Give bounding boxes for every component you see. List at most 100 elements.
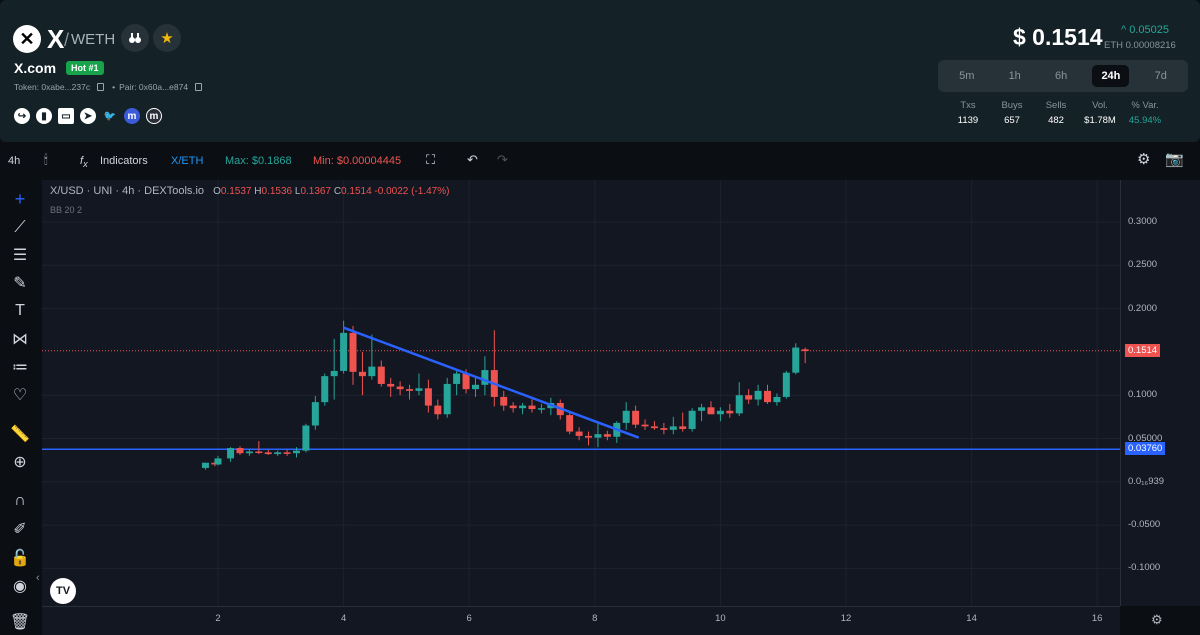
y-tick-label: -0.0500	[1128, 519, 1161, 531]
x-tick-label: 8	[592, 613, 598, 624]
candle-body	[782, 372, 790, 397]
chart-legend: X/USD · UNI · 4h · DEXTools.io O0.1537 H…	[50, 185, 449, 197]
pattern-tool-icon[interactable]: ⋈	[12, 331, 28, 348]
candle-body	[764, 390, 771, 403]
copy-icon[interactable]	[195, 83, 203, 91]
x-tick-label: 2	[215, 613, 221, 624]
candle-body	[283, 452, 291, 454]
tf-5m[interactable]: 5m	[959, 70, 975, 82]
settings-gear-icon[interactable]: ⚙	[1137, 151, 1151, 168]
tf-1h[interactable]: 1h	[1008, 70, 1021, 82]
stat-variation: % Var. 45.94%	[1128, 100, 1162, 126]
twitter-icon[interactable]: 🐦	[103, 110, 117, 122]
pair-toggle[interactable]: X/ETH	[171, 155, 204, 167]
candle-body	[585, 435, 593, 438]
text-tool-icon[interactable]: T	[15, 302, 25, 319]
forecast-tool-icon[interactable]: ≔	[12, 359, 28, 376]
bollinger-indicator-label[interactable]: BB 20 2	[50, 205, 83, 215]
heart-icon[interactable]: ♡	[12, 387, 28, 404]
undo-icon[interactable]: ↶	[467, 152, 478, 167]
candle-body	[358, 371, 366, 377]
coinmarketcap-icon[interactable]: m	[124, 108, 140, 124]
candle-body	[340, 332, 348, 371]
coingecko-icon[interactable]: m	[146, 108, 162, 124]
magnet-icon[interactable]: ∩	[14, 492, 26, 509]
x-tick-label: 16	[1091, 613, 1103, 624]
candle-body	[792, 347, 800, 373]
candle-body	[311, 402, 319, 426]
stat-buys: Buys 657	[1001, 100, 1023, 126]
eth-price: ETH 0.00008216	[1104, 40, 1176, 51]
trendline-tool-icon[interactable]: ⟋	[14, 219, 26, 236]
token-address: Token: 0xabe...237c	[14, 82, 91, 92]
copy-icon[interactable]	[97, 83, 105, 91]
candle-body	[264, 452, 272, 455]
candle-body	[735, 395, 743, 414]
candle-body	[293, 450, 300, 454]
interval-selector[interactable]: 4h	[8, 155, 21, 167]
share-icon[interactable]: ↪	[14, 108, 30, 124]
chart-title: X/USD · UNI · 4h · DEXTools.io	[50, 185, 205, 197]
pair-address: Pair: 0x60a...e874	[119, 82, 189, 92]
timeframe-selector: 5m 1h 6h 24h 7d	[938, 60, 1188, 92]
tf-7d[interactable]: 7d	[1154, 70, 1167, 82]
collapse-chevron-icon[interactable]: ‹	[36, 572, 40, 584]
candle-body	[537, 408, 545, 410]
telegram-icon[interactable]: ➤	[80, 108, 96, 124]
tf-24h[interactable]: 24h	[1092, 65, 1130, 87]
y-tick-label: 0.2000	[1128, 302, 1158, 314]
price-chart[interactable]: TV ‹	[36, 180, 1120, 606]
price-axis[interactable]: 0.3000 0.2500 0.2000 0.1000 0.05000 0.0₁₆939 -…	[1120, 180, 1200, 606]
candle-body	[594, 434, 602, 438]
min-price: Min: $0.00004445	[313, 155, 402, 167]
lock-icon[interactable]: 🔓	[10, 550, 30, 567]
y-tick-label: 0.1000	[1128, 389, 1158, 401]
fx-icon: fx	[80, 155, 88, 170]
stats-row: Txs 1139 Buys 657 Sells 482 Vol. $1.78M % Va…	[946, 100, 1168, 126]
redo-icon[interactable]: ↷	[497, 152, 508, 167]
candle-body	[462, 373, 470, 390]
candlestick-chart-svg[interactable]	[42, 180, 1120, 606]
candle-body	[509, 405, 517, 409]
candle-body	[443, 383, 451, 415]
candle-body	[726, 410, 734, 414]
ruler-icon[interactable]: 📏	[10, 426, 30, 443]
y-tick-label: 0.3000	[1128, 216, 1158, 227]
crosshair-icon[interactable]: +	[14, 188, 26, 209]
candle-type-icon[interactable]: 🕯	[44, 152, 48, 167]
horizontal-lines-icon[interactable]: ☰	[12, 247, 28, 264]
y-tick-label: 0.0₁₆939	[1128, 475, 1165, 487]
candle-body	[679, 426, 687, 429]
favorite-button[interactable]: ★	[153, 24, 181, 52]
binoculars-button[interactable]	[121, 24, 149, 52]
brush-icon[interactable]: ✎	[13, 275, 27, 292]
y-tick-label: -0.1000	[1128, 562, 1161, 574]
stay-drawing-icon[interactable]: ✐	[13, 521, 27, 538]
trash-icon[interactable]: 🗑	[9, 614, 31, 631]
hot-badge: Hot #1	[66, 61, 104, 75]
dot-separator: •	[112, 82, 116, 92]
candle-body	[641, 424, 649, 427]
candle-body	[650, 426, 658, 429]
star-icon: ★	[160, 30, 174, 47]
social-links: ↪ ▮ ▭ ➤ 🐦 m m	[14, 108, 162, 124]
binoculars-icon	[129, 33, 141, 43]
chart-icon[interactable]: ▮	[36, 108, 52, 124]
tf-6h[interactable]: 6h	[1055, 70, 1068, 82]
candle-body	[434, 405, 442, 415]
fullscreen-icon[interactable]: ⛶	[426, 152, 436, 167]
stat-sells: Sells 482	[1045, 100, 1067, 126]
max-price: Max: $0.1868	[225, 155, 292, 167]
candle-body	[406, 389, 414, 391]
website-icon[interactable]: ▭	[58, 108, 74, 124]
tradingview-logo-icon[interactable]: TV	[50, 578, 76, 604]
eye-icon[interactable]: ◉	[13, 578, 27, 595]
camera-icon[interactable]: 📷	[1165, 151, 1184, 168]
x-tick-label: 4	[340, 613, 347, 624]
candle-body	[274, 452, 282, 455]
zoom-in-icon[interactable]: ⊕	[13, 454, 27, 471]
indicators-button[interactable]: Indicators	[100, 155, 148, 167]
candle-body	[453, 373, 461, 384]
axis-settings-gear-icon[interactable]: ⚙	[1151, 612, 1163, 627]
time-axis[interactable]: ⚙ 2 4 6 8 10 12 14 16	[42, 606, 1163, 635]
